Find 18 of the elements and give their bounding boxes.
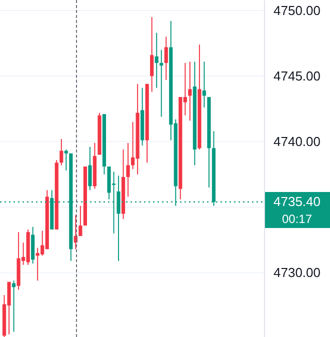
- candlestick: [60, 138, 64, 166]
- y-tick-label: 4730.00: [274, 265, 320, 280]
- candlestick: [12, 280, 16, 332]
- candlestick: [64, 148, 68, 171]
- candlestick: [202, 61, 206, 108]
- candlestick: [160, 49, 164, 118]
- y-tick-label: 4745.00: [274, 68, 320, 84]
- y-tick-label: 4750.00: [274, 2, 320, 18]
- candlestick: [78, 205, 82, 237]
- candlestick: [154, 32, 158, 88]
- ref-line-label: 4735.40: [274, 194, 320, 209]
- candlestick: [150, 16, 154, 92]
- text: 00:17: [282, 212, 312, 226]
- candlestick: [188, 61, 192, 122]
- y-tick-label: 4740.00: [274, 134, 320, 150]
- candlestick: [126, 142, 130, 198]
- candlestick: [164, 36, 168, 80]
- candlestick: [88, 146, 92, 191]
